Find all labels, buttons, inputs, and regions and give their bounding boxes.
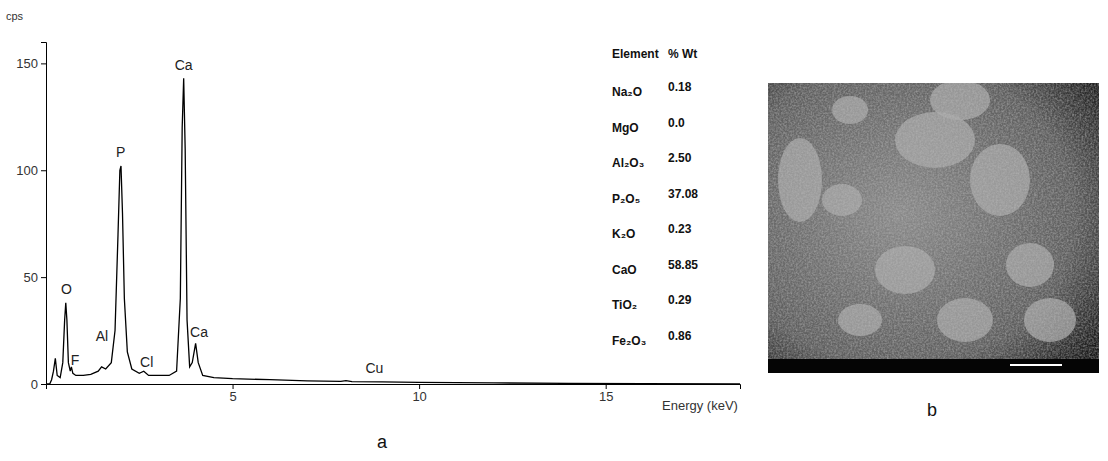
y-tick: 100 [16,163,46,178]
sem-texture [768,83,1099,373]
peak-label: Ca [190,324,208,340]
y-axis-line [41,43,47,385]
y-tick-mark [41,170,46,171]
y-axis-title: cps [6,10,24,22]
x-tick-label: 15 [599,389,613,404]
plot-area [46,78,740,384]
table-value: 0.0 [668,116,685,130]
x-axis: 5 10 15 [47,384,741,404]
x-axis-title: Energy (keV) [662,398,738,413]
sem-info-bar [768,359,1099,373]
y-tick-label: 150 [16,56,38,71]
table-value: 58.85 [668,258,698,272]
spectrum-line [46,78,740,384]
table-element: K₂O [612,227,635,241]
x-tick: 15 [599,384,613,404]
peak-label: F [71,352,80,368]
y-tick-mark [41,63,46,64]
y-tick-label: 50 [24,270,38,285]
table-element: Fe₂O₃ [612,334,646,348]
sem-image [768,83,1099,373]
table-element: Al₂O₃ [612,156,644,170]
peak-label: Al [96,328,108,344]
y-tick: 50 [24,270,46,285]
y-tick-label: 100 [16,163,38,178]
table-element: P₂O₅ [612,192,640,206]
table-value: 0.86 [668,329,692,343]
x-tick: 10 [412,384,426,404]
peak-label: O [61,281,72,297]
sem-scale-bar [1010,364,1062,366]
table-header: % Wt [668,47,697,61]
table-element: CaO [612,263,637,277]
y-tick-mark [41,384,46,385]
table-value: 0.29 [668,293,692,307]
x-axis-line [47,385,741,390]
panel-label: b [927,400,937,420]
x-tick-label: 5 [229,389,236,404]
panel-label: a [377,432,388,452]
table-value: 2.50 [668,151,692,165]
y-tick-label: 0 [31,377,38,392]
table-element: TiO₂ [612,298,637,312]
table-element: Na₂O [612,85,642,99]
y-tick: 150 [16,56,46,71]
table-value: 0.23 [668,222,692,236]
peak-label: Cu [365,360,383,376]
y-tick-mark [41,277,46,278]
table-header: Element [612,47,659,61]
peak-label: Cl [140,354,153,370]
table-element: MgO [612,121,639,135]
table-value: 37.08 [668,187,698,201]
composition-table: Element % Wt Na₂O 0.18 MgO 0.0 Al₂O₃ 2.50 P₂O₅ 37… [612,47,698,348]
table-value: 0.18 [668,80,692,94]
y-axis: 0 50 100 150 [16,43,46,392]
x-tick: 5 [229,384,236,404]
y-tick: 0 [31,377,46,392]
x-tick-label: 10 [412,389,426,404]
sem-background [768,83,1099,373]
peak-label: Ca [175,57,193,73]
figure: 51015050100150cpsEnergy (keV)OFAlPClCaCa… [0,0,1108,461]
peak-label: P [116,144,125,160]
